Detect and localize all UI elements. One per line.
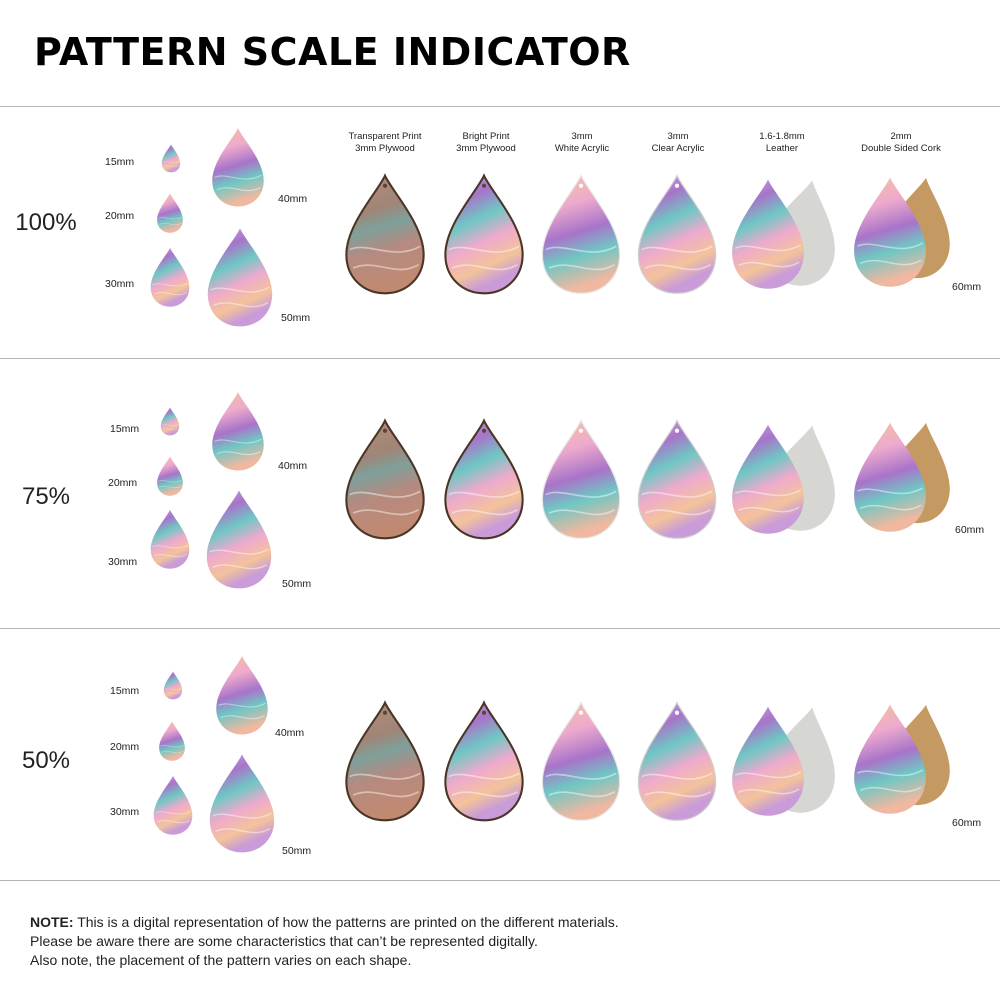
size-label: 40mm (278, 460, 308, 472)
clear-acrylic-drop (637, 174, 717, 294)
size-label: 40mm (275, 727, 305, 739)
size-label-60mm: 60mm (955, 524, 985, 536)
plywood-bright-drop (444, 418, 524, 540)
size-label: 30mm (108, 556, 138, 568)
divider (0, 880, 1000, 881)
size-label-60mm: 60mm (952, 281, 982, 293)
scale-label: 75% (21, 483, 71, 510)
size-drop-50mm (206, 490, 272, 589)
size-drop-30mm (153, 775, 193, 835)
material-line1: 2mm (890, 131, 912, 142)
size-drop-15mm (161, 144, 181, 173)
plywood-bright-drop (444, 173, 524, 295)
note: NOTE: This is a digital representation o… (30, 913, 619, 970)
size-label: 30mm (105, 278, 135, 290)
material-line1: 3mm (571, 131, 593, 142)
white-acrylic-drop (541, 174, 621, 294)
size-drop-50mm (209, 754, 275, 853)
size-label: 15mm (110, 423, 140, 435)
note-line: Also note, the placement of the pattern … (30, 952, 412, 968)
material-label: 3mm Clear Acrylic (623, 131, 733, 155)
note-label: NOTE: (30, 914, 74, 930)
size-drop-20mm (157, 456, 183, 496)
material-label: 2mm Double Sided Cork (846, 131, 956, 155)
size-drop-40mm (216, 656, 268, 735)
note-line: Please be aware there are some character… (30, 933, 538, 949)
scale-section-100: 100% 15mm 20mm 30mm 40mm 50mm 60mm (0, 107, 1000, 358)
cork-front-drop (854, 422, 926, 532)
size-label: 50mm (282, 845, 312, 857)
size-label-60mm: 60mm (952, 817, 982, 829)
leather-front-drop (732, 179, 804, 289)
material-line1: Transparent Print (348, 131, 422, 142)
white-acrylic-drop (541, 701, 621, 821)
leather-front-drop (732, 706, 804, 816)
scale-section-75: 75% 15mm 20mm 30mm 40mm 50mm 60mm (0, 359, 1000, 628)
size-label: 50mm (281, 312, 311, 324)
white-acrylic-drop (541, 419, 621, 539)
material-line2: 3mm Plywood (456, 143, 516, 154)
plywood-bright-drop (444, 700, 524, 822)
size-label: 20mm (105, 210, 135, 222)
leather-front-drop (732, 424, 804, 534)
divider (0, 628, 1000, 629)
material-line1: Bright Print (462, 131, 510, 142)
size-drop-50mm (207, 228, 273, 327)
size-label: 15mm (105, 156, 135, 168)
clear-acrylic-drop (637, 701, 717, 821)
cork-front-drop (854, 704, 926, 814)
material-line2: 3mm Plywood (355, 143, 415, 154)
note-line: This is a digital representation of how … (77, 914, 619, 930)
divider (0, 358, 1000, 359)
scale-label: 50% (21, 747, 71, 774)
plywood-transparent-drop (345, 700, 425, 822)
material-line2: Leather (765, 143, 799, 154)
size-label: 50mm (282, 578, 312, 590)
size-label: 20mm (108, 477, 138, 489)
size-drop-15mm (160, 407, 180, 436)
divider (0, 106, 1000, 107)
material-label: 1.6-1.8mm Leather (727, 131, 837, 155)
plywood-transparent-drop (345, 418, 425, 540)
plywood-transparent-drop (345, 173, 425, 295)
size-drop-30mm (150, 509, 190, 569)
clear-acrylic-drop (637, 419, 717, 539)
size-label: 30mm (110, 806, 140, 818)
material-line2: Double Sided Cork (861, 143, 941, 154)
size-drop-20mm (157, 193, 183, 233)
size-drop-30mm (150, 247, 190, 307)
material-line1: 1.6-1.8mm (759, 131, 805, 142)
material-line1: 3mm (667, 131, 689, 142)
material-label: Transparent Print 3mm Plywood (330, 131, 440, 155)
scale-section-50: 50% 15mm 20mm 30mm 40mm 50mm 60mm (0, 629, 1000, 880)
page-title: PATTERN SCALE INDICATOR (34, 30, 631, 74)
size-drop-15mm (163, 671, 183, 700)
size-drop-40mm (212, 392, 264, 471)
material-line2: White Acrylic (554, 143, 610, 154)
size-label: 20mm (110, 741, 140, 753)
size-drop-20mm (159, 721, 185, 761)
material-label: 3mm White Acrylic (527, 131, 637, 155)
cork-front-drop (854, 177, 926, 287)
size-label: 15mm (110, 685, 140, 697)
size-label: 40mm (278, 193, 308, 205)
material-line2: Clear Acrylic (651, 143, 705, 154)
material-label: Bright Print 3mm Plywood (431, 131, 541, 155)
size-drop-40mm (212, 128, 264, 207)
scale-label: 100% (15, 209, 77, 236)
